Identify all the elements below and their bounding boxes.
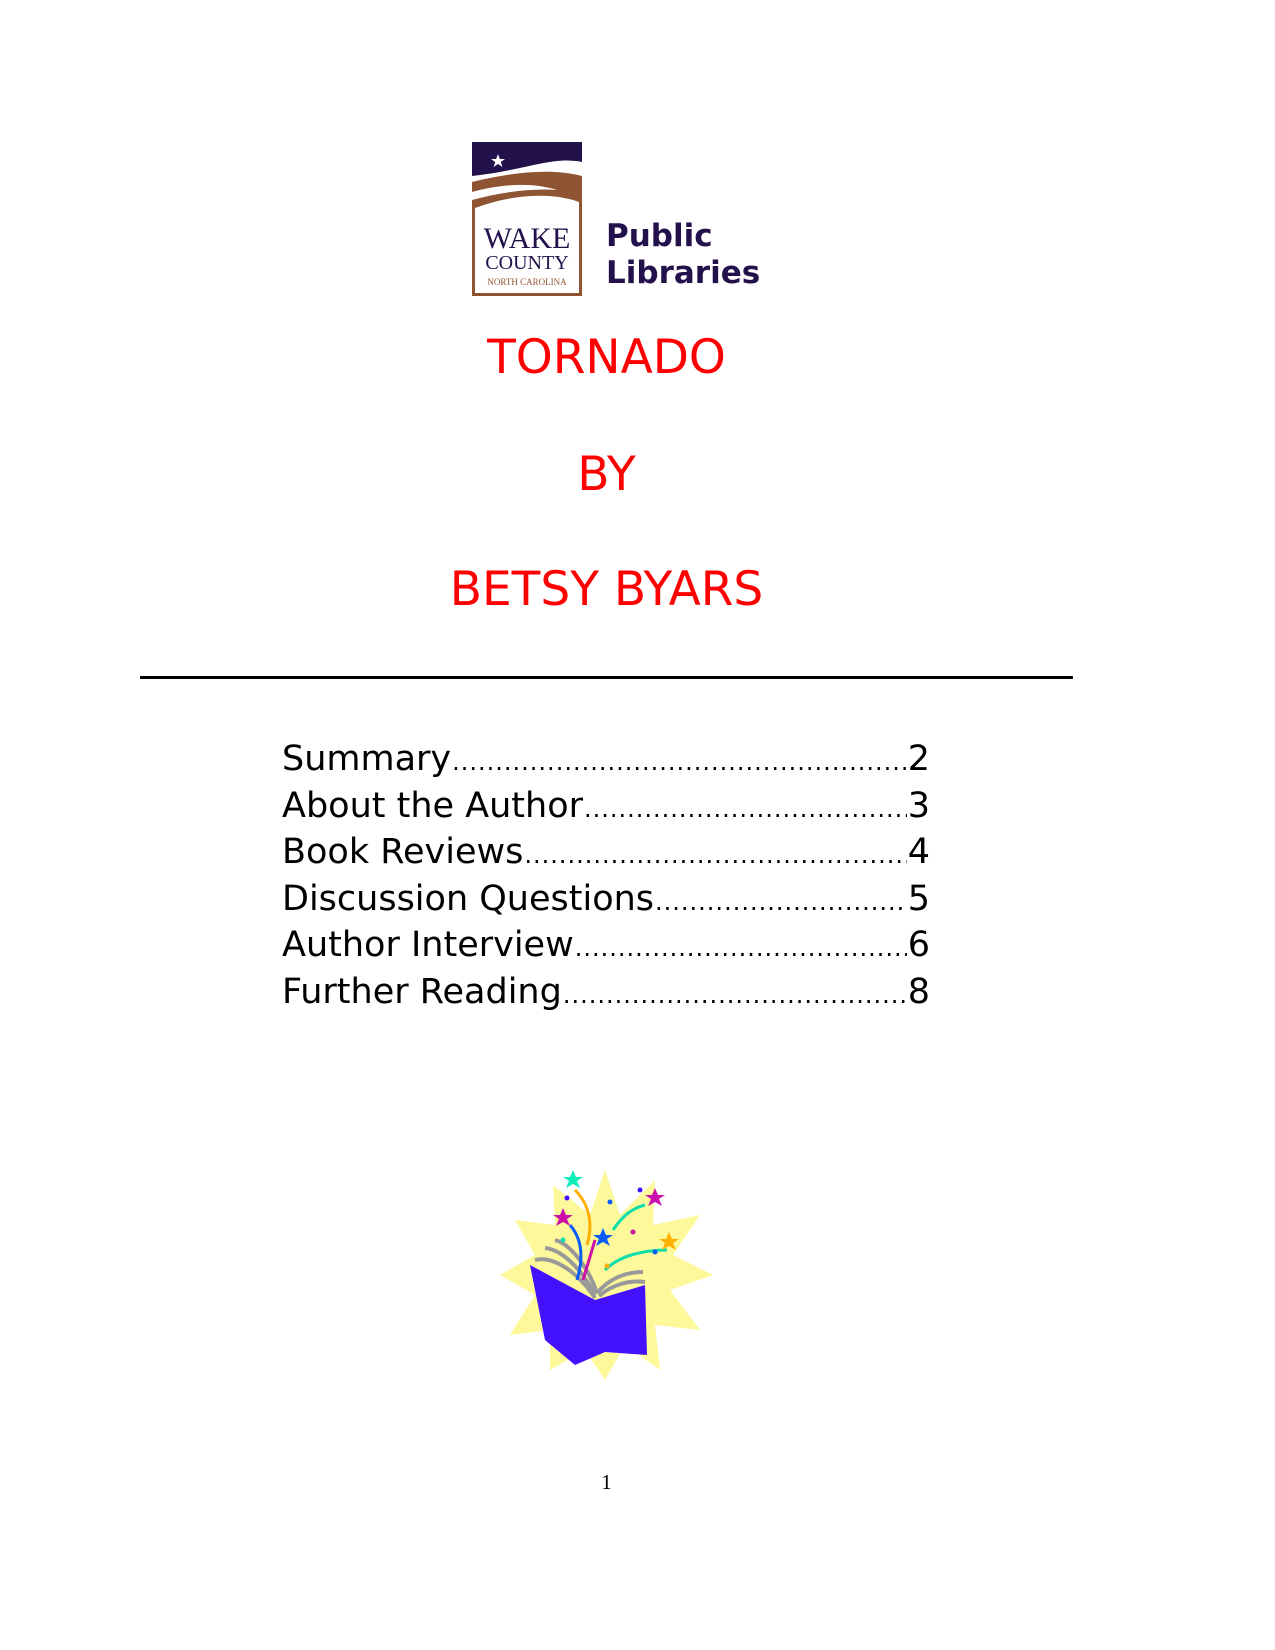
star bbox=[593, 1228, 613, 1246]
library-name-line1: Public bbox=[606, 218, 713, 254]
book-title: TORNADO bbox=[487, 330, 726, 385]
table-of-contents: Summary 2 About the Author 3 Book Reviews 4… bbox=[282, 738, 930, 1018]
toc-label: Book Reviews bbox=[282, 832, 524, 873]
toc-page: 3 bbox=[907, 785, 930, 826]
toc-item-summary: Summary 2 bbox=[282, 738, 930, 785]
toc-item-book-reviews: Book Reviews 4 bbox=[282, 831, 930, 878]
star bbox=[645, 1188, 665, 1206]
toc-page: 5 bbox=[907, 878, 930, 919]
star bbox=[563, 1170, 583, 1188]
library-name: Public Libraries bbox=[606, 218, 760, 292]
toc-leader bbox=[655, 878, 907, 925]
toc-leader bbox=[452, 738, 907, 785]
toc-label: Further Reading bbox=[282, 971, 562, 1012]
toc-item-further-reading: Further Reading 8 bbox=[282, 971, 930, 1018]
toc-leader bbox=[575, 924, 907, 971]
toc-label: Discussion Questions bbox=[282, 878, 655, 919]
toc-page: 4 bbox=[907, 832, 930, 873]
toc-page: 8 bbox=[907, 971, 930, 1012]
toc-label: Summary bbox=[282, 739, 452, 779]
page-number: 1 bbox=[601, 1470, 612, 1494]
toc-page: 6 bbox=[907, 925, 930, 966]
toc-item-about-author: About the Author 3 bbox=[282, 785, 930, 832]
toc-leader bbox=[563, 971, 907, 1018]
by-line: BY bbox=[577, 447, 636, 502]
logo-wake-text: WAKE bbox=[484, 222, 571, 255]
logo-county-text: COUNTY bbox=[485, 252, 568, 274]
toc-item-author-interview: Author Interview 6 bbox=[282, 924, 930, 971]
divider bbox=[140, 676, 1073, 679]
author-name: BETSY BYARS bbox=[449, 562, 764, 617]
wake-county-logo-icon: WAKE COUNTY NORTH CAROLINA bbox=[472, 142, 582, 296]
open-book-with-stars-icon bbox=[500, 1170, 713, 1380]
star bbox=[659, 1232, 679, 1250]
toc-item-discussion-questions: Discussion Questions 5 bbox=[282, 878, 930, 925]
library-name-line2: Libraries bbox=[606, 255, 761, 291]
toc-page: 2 bbox=[907, 739, 930, 779]
star bbox=[553, 1208, 573, 1226]
toc-label: Author Interview bbox=[282, 925, 574, 966]
logo-nc-text: NORTH CAROLINA bbox=[487, 277, 567, 287]
toc-label: About the Author bbox=[282, 785, 584, 826]
toc-leader bbox=[524, 831, 906, 878]
toc-leader bbox=[584, 785, 907, 832]
